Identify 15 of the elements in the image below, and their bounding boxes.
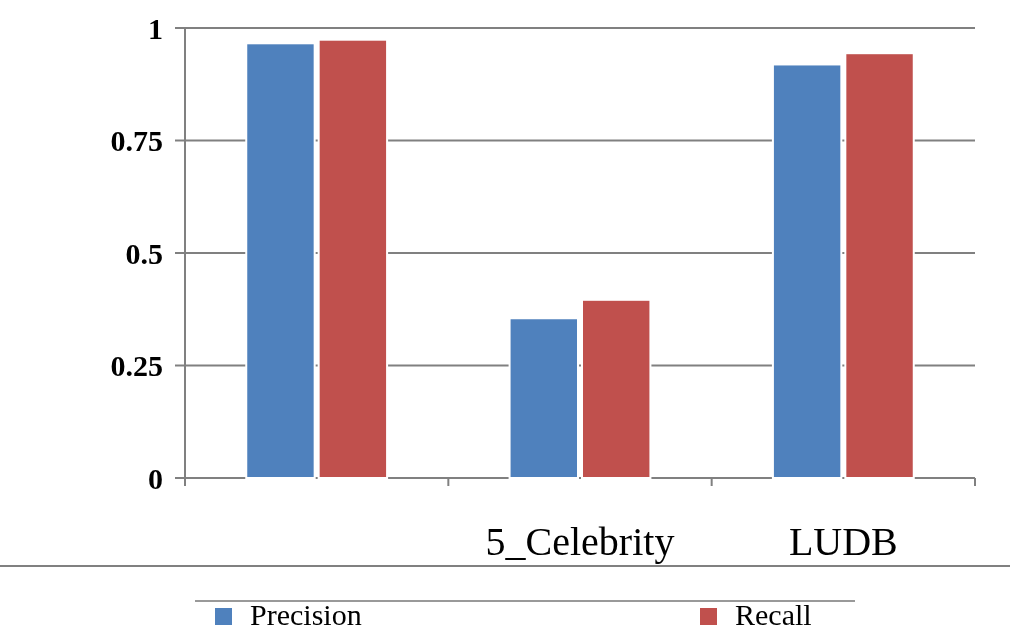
legend-label: Recall bbox=[735, 598, 812, 631]
bar bbox=[317, 38, 389, 479]
bar bbox=[771, 63, 843, 479]
y-tick-label: 1 bbox=[148, 11, 163, 45]
legend-label: Precision bbox=[250, 598, 362, 631]
bar bbox=[844, 52, 915, 479]
bar bbox=[581, 298, 652, 479]
bar bbox=[245, 42, 316, 479]
x-tick-label: LUDB bbox=[788, 519, 898, 564]
bar bbox=[508, 317, 579, 479]
y-tick-label: 0.75 bbox=[110, 124, 163, 157]
y-tick-label: 0 bbox=[148, 461, 163, 495]
y-tick-label: 0.25 bbox=[110, 349, 163, 382]
y-tick-label: 0.5 bbox=[125, 236, 163, 270]
x-tick-label: 5_Celebrity bbox=[485, 519, 675, 564]
